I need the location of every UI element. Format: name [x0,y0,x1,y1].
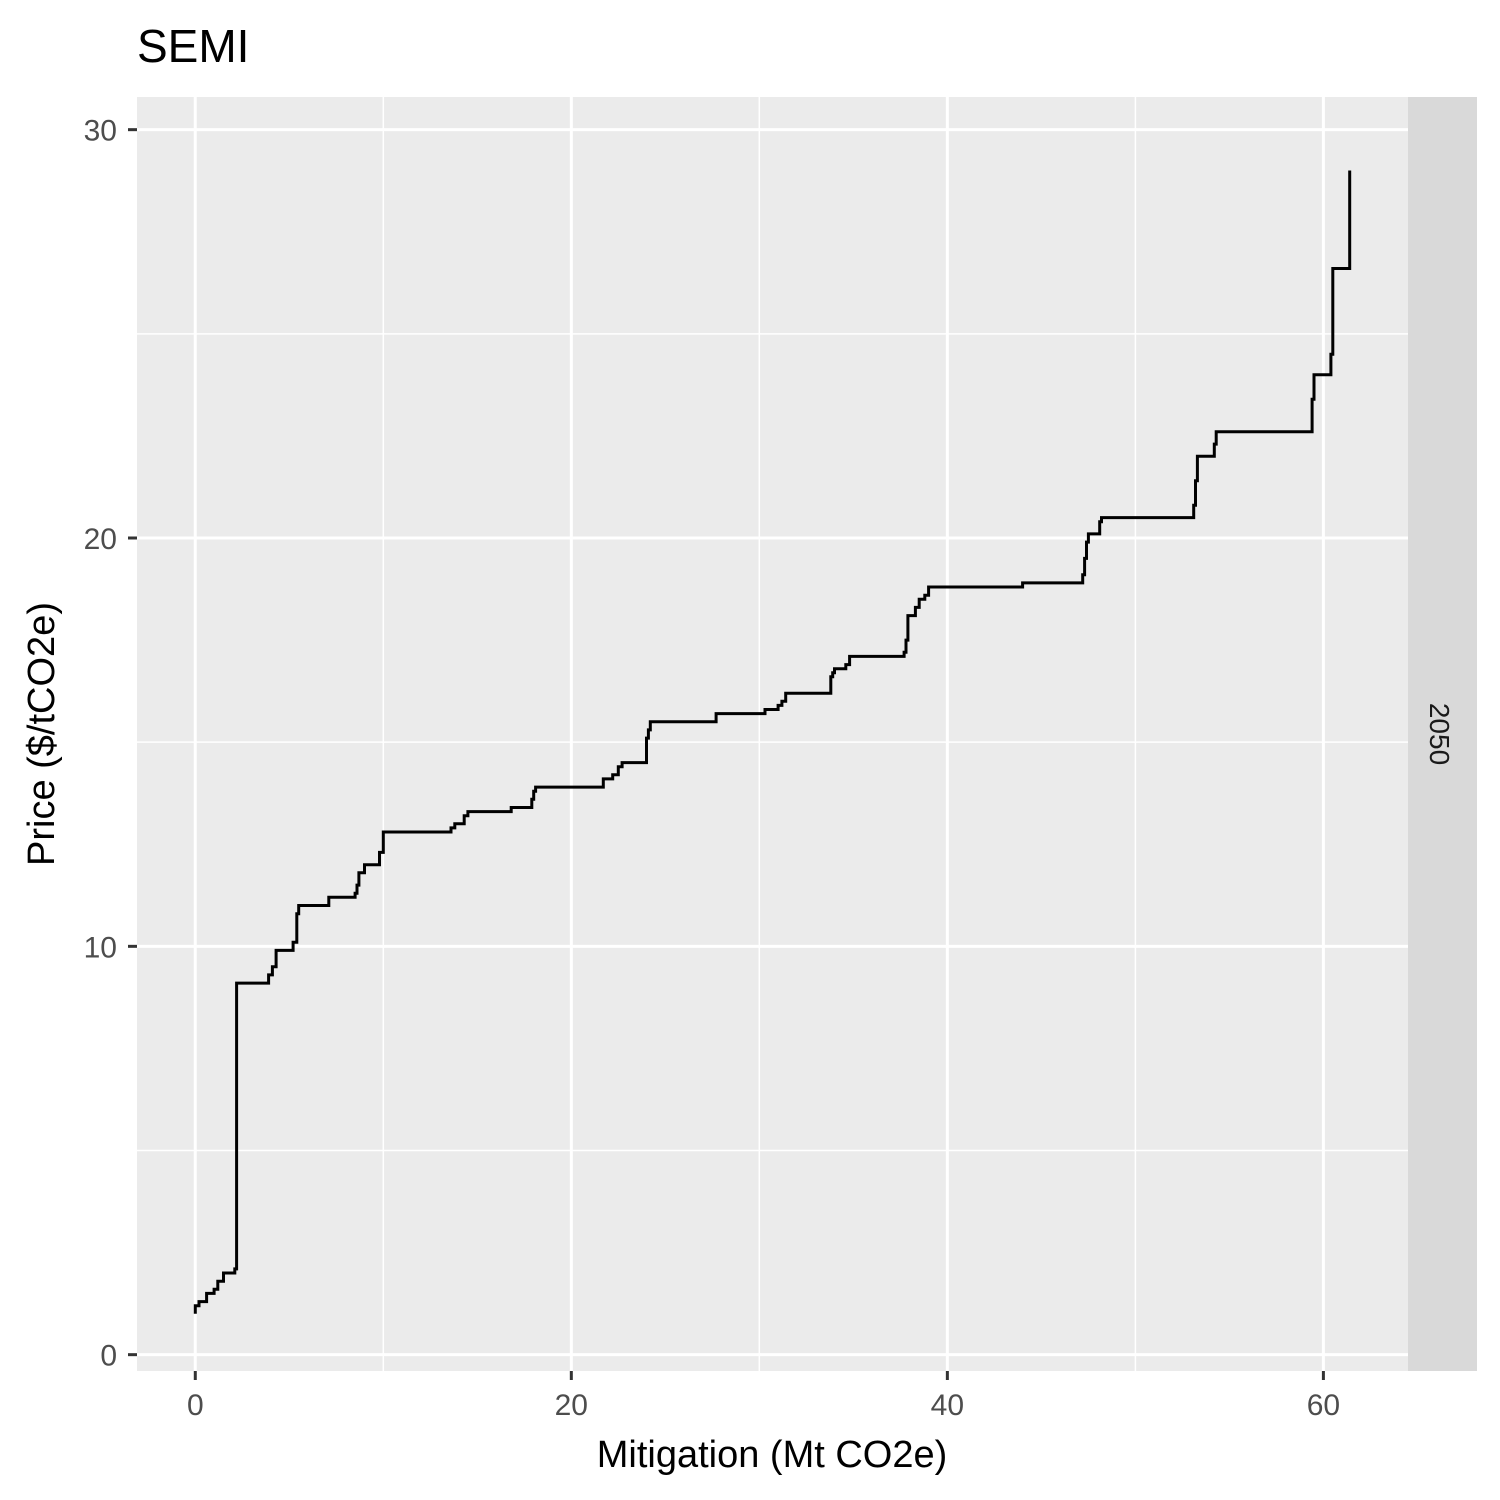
x-axis-label: Mitigation (Mt CO2e) [597,1434,948,1476]
facet-strip-label: 2050 [1424,703,1455,765]
major-gridlines [137,97,1408,1371]
y-tick-label: 30 [84,115,117,148]
y-tick-label: 10 [84,931,117,964]
plot-panel [137,97,1408,1371]
x-tick-label: 20 [555,1389,588,1422]
y-tick-label: 0 [100,1340,117,1373]
x-tick-label: 0 [187,1389,204,1422]
x-tick-label: 60 [1307,1389,1340,1422]
series-layer [193,170,1352,1314]
chart-title: SEMI [137,20,249,72]
y-axis-label: Price ($/tCO2e) [21,602,63,866]
series-line [193,170,1352,1314]
facet-strip [1408,97,1477,1371]
minor-gridlines [137,97,1408,1371]
x-tick-label: 40 [931,1389,964,1422]
axis-ticks: 0 20 40 60 0 10 20 30 [84,115,1340,1422]
y-tick-label: 20 [84,523,117,556]
